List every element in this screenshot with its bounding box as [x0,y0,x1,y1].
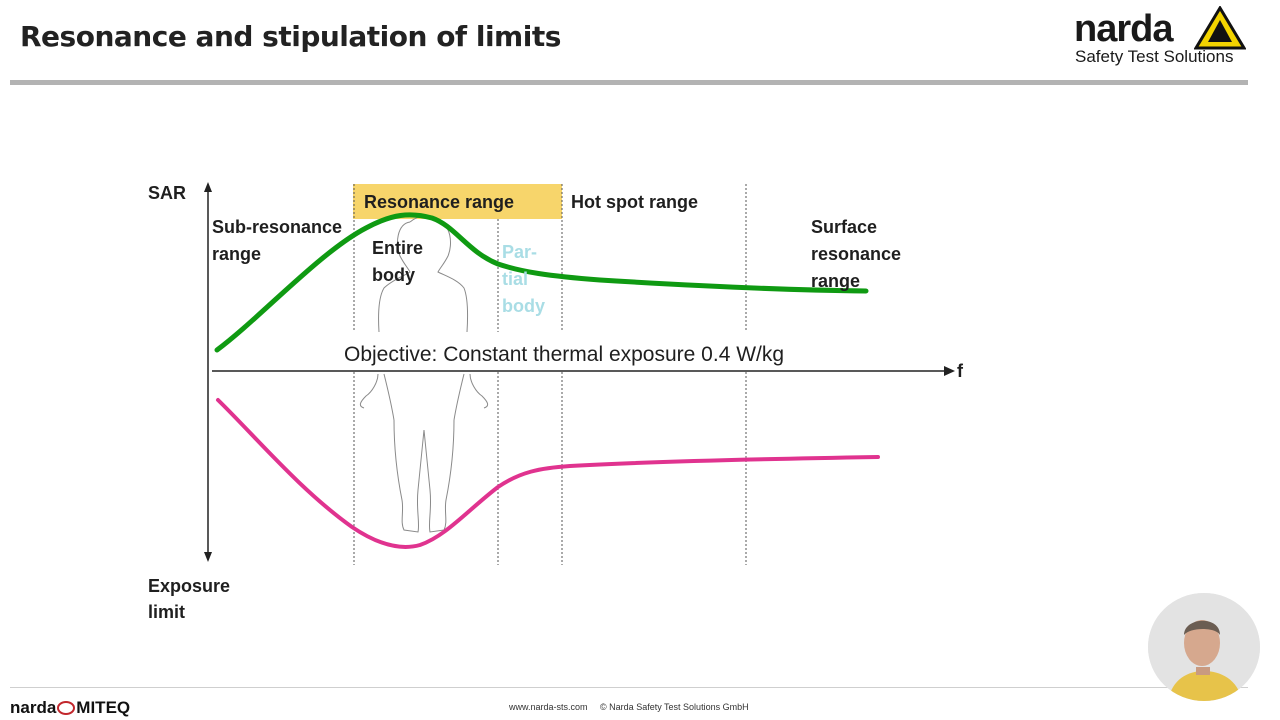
miteq-mark-icon [57,701,76,715]
surface-resonance-label-2: resonance [811,244,901,264]
footer-copyright: © Narda Safety Test Solutions GmbH [600,702,749,712]
x-axis-label-f: f [957,361,964,381]
sub-resonance-label-1: Sub-resonance [212,217,342,237]
logo-tagline: Safety Test Solutions [1075,47,1234,66]
sub-resonance-label-2: range [212,244,261,264]
slide-title: Resonance and stipulation of limits [20,20,561,53]
hot-spot-range-label: Hot spot range [571,192,698,212]
logo-word: narda [1074,8,1173,50]
partial-body-label-3: body [502,296,545,316]
footer-logo: narda MITEQ [10,698,130,718]
y-axis-label-exposure: Exposure [148,576,230,596]
exposure-limit-curve [216,398,880,549]
footer-text: www.narda-sts.com © Narda Safety Test So… [509,702,759,712]
entire-body-label-1: Entire [372,238,423,258]
y-axis-label-sar: SAR [148,183,186,203]
surface-resonance-label-1: Surface [811,217,877,237]
y-axis-arrow-down [204,552,212,562]
sar-curve [214,212,869,353]
resonance-range-highlight [353,184,562,219]
footer-divider [10,687,1248,688]
footer-url[interactable]: www.narda-sts.com [509,702,588,712]
body-outline-lower [359,373,489,533]
narda-logo: narda Safety Test Solutions [1072,6,1252,70]
warning-triangle-icon [1194,6,1246,50]
presenter-avatar-icon [1148,593,1260,701]
presenter-webcam [1148,593,1260,701]
partial-body-label-1: Par- [502,242,537,262]
x-axis-arrow [944,366,955,376]
footer-logo-narda: narda [10,698,57,717]
entire-body-label-2: body [372,265,415,285]
header-divider [10,80,1248,85]
y-axis-arrow-up [204,182,212,192]
surface-resonance-label-3: range [811,271,860,291]
y-axis-label-limit: limit [148,602,185,622]
resonance-range-label: Resonance range [364,192,514,212]
objective-statement: Objective: Constant thermal exposure 0.4… [344,343,784,366]
partial-body-label-2: tial [502,269,528,289]
footer-logo-miteq: MITEQ [76,698,131,717]
